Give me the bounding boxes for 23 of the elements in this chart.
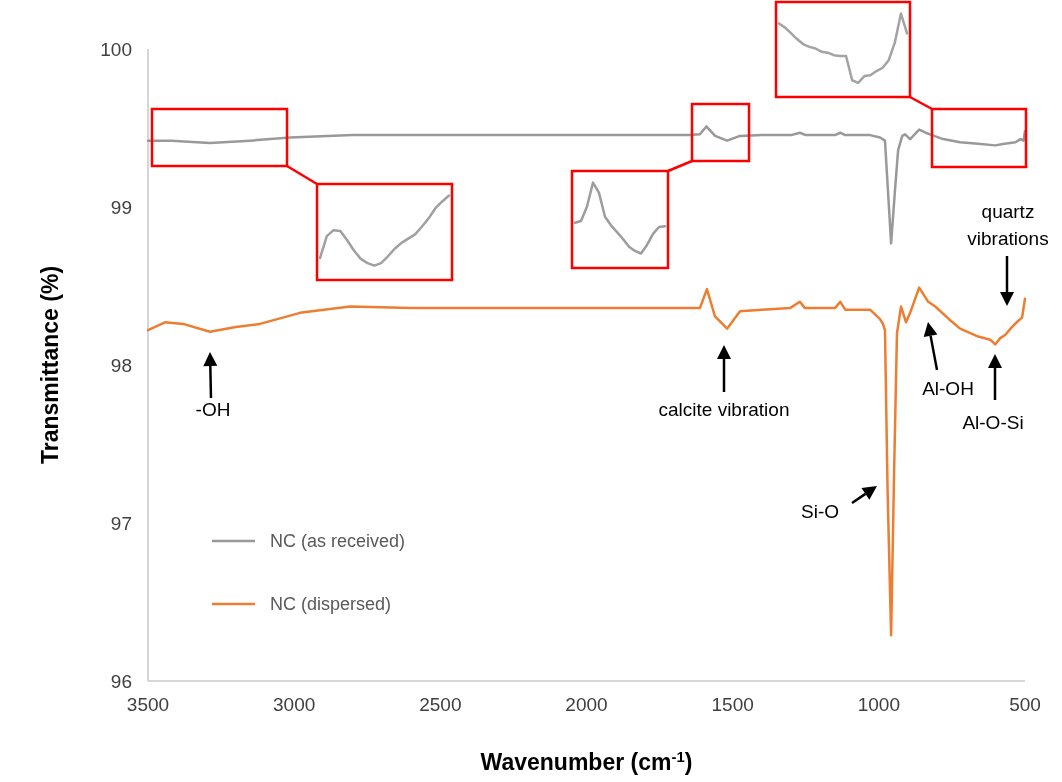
annotation: Al-OH	[922, 378, 974, 399]
y-tick-label: 97	[110, 512, 132, 534]
y-tick-label: 100	[100, 38, 132, 60]
x-tick-label: 3000	[273, 694, 316, 715]
annotation: Al-O-Si	[962, 412, 1024, 433]
annotation: quartz vibrations	[967, 201, 1049, 249]
x-tick-label: 1000	[857, 694, 900, 715]
x-axis-title: Wavenumber (cm$^{-1}$)	[480, 747, 693, 775]
x-tick-label: 2000	[565, 694, 608, 715]
y-tick-label: 98	[110, 354, 132, 376]
x-tick-label: 500	[1009, 694, 1041, 715]
x-tick-label: 2500	[419, 694, 462, 715]
annotation: -OH	[195, 399, 231, 420]
x-tick-label: 1500	[711, 694, 754, 715]
y-tick-label: 99	[110, 196, 132, 218]
y-axis-title: Transmittance (%)	[37, 265, 63, 465]
annotation: calcite vibration	[658, 399, 790, 420]
legend-label: NC (as received)	[270, 531, 406, 552]
line-series	[146, 286, 1027, 637]
legend-label: NC (dispersed)	[270, 594, 392, 615]
y-tick-label: 96	[110, 670, 132, 692]
x-tick-label: 3500	[126, 694, 170, 715]
annotation: Si-O	[801, 501, 839, 522]
